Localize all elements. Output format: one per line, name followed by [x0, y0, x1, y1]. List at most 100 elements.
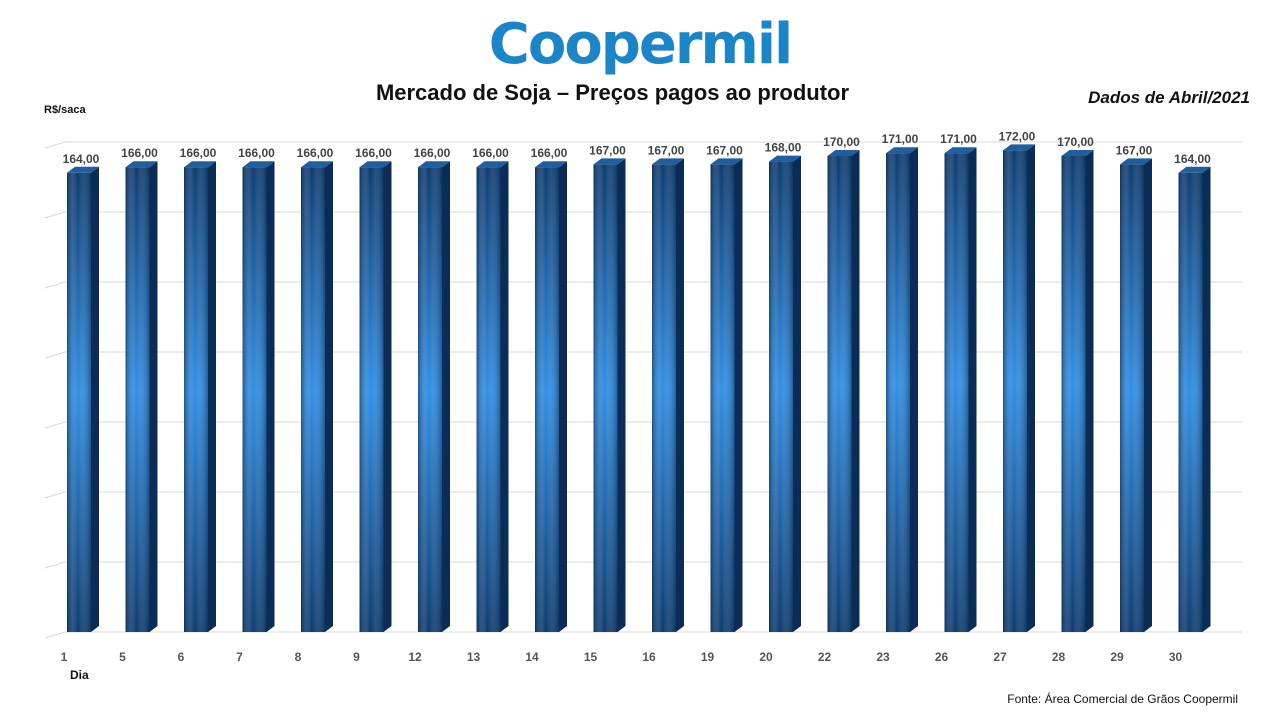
x-tick-label: 23 [876, 650, 890, 664]
value-labels: 164,00 166,00 166,00 166,00 166,00 166,00 166,… [63, 129, 1212, 165]
bar-side [676, 158, 684, 632]
bar-top [886, 147, 918, 154]
value-label: 167,00 [589, 143, 626, 157]
value-label: 171,00 [940, 132, 977, 146]
bar-side [91, 166, 99, 633]
value-label: 166,00 [180, 146, 217, 160]
bar-side [734, 158, 743, 632]
value-label: 166,00 [121, 146, 158, 160]
bar-shade [886, 153, 910, 632]
bar-top [710, 158, 743, 165]
bar-top [769, 155, 801, 162]
bar-top [827, 150, 860, 156]
bar-side [559, 161, 567, 632]
bar-shade [1061, 156, 1086, 632]
value-label: 166,00 [472, 146, 509, 160]
bar-top [418, 161, 450, 168]
source-note: Fonte: Área Comercial de Grãos Coopermil [1007, 692, 1238, 706]
bar-top [652, 158, 684, 165]
bar-top [1061, 150, 1094, 156]
grid-line-skew [44, 421, 66, 429]
bar-top [476, 161, 509, 168]
grid-line-skew [44, 351, 66, 359]
bar-top [1003, 144, 1035, 151]
x-tick-labels: 1 5 6 7 8 9 12 13 14 15 16 19 20 22 23 26 27 28 29 30 [61, 650, 1183, 664]
coopermil-logo: Coopermil [488, 12, 793, 77]
bar-top [944, 147, 977, 154]
bar-side [442, 161, 450, 632]
x-tick-label: 9 [353, 650, 360, 664]
grid-line-skew [44, 631, 66, 639]
x-tick-label: 28 [1052, 650, 1066, 664]
bar-side [617, 158, 626, 632]
bar-shade [67, 172, 91, 633]
value-label: 166,00 [238, 146, 275, 160]
bar-top [535, 161, 567, 168]
bar-shade [1120, 164, 1144, 632]
x-tick-label: 13 [467, 650, 481, 664]
value-label: 166,00 [531, 146, 568, 160]
bar-shade [125, 167, 150, 632]
bar-side [1202, 166, 1211, 633]
x-tick-label: 7 [236, 650, 243, 664]
value-label: 166,00 [355, 146, 392, 160]
value-label: 166,00 [414, 146, 451, 160]
bar-shade [418, 167, 442, 632]
chart-subtitle: Dados de Abril/2021 [1088, 88, 1250, 107]
bar-side [266, 161, 275, 632]
bar-side [500, 161, 509, 632]
x-tick-label: 8 [295, 650, 302, 664]
bar-shade [1178, 172, 1203, 633]
x-tick-label: 26 [935, 650, 949, 664]
bar-side [383, 161, 392, 632]
x-tick-label: 14 [525, 650, 539, 664]
x-tick-label: 20 [759, 650, 773, 664]
bar-side [793, 155, 801, 632]
grid-line-skew [44, 491, 66, 499]
value-label: 164,00 [63, 152, 100, 166]
bar-top [125, 161, 158, 168]
x-tick-label: 1 [61, 650, 68, 664]
bar-side [208, 161, 216, 632]
bar-top [359, 161, 392, 168]
grid-line-skew [44, 561, 66, 569]
x-tick-label: 6 [178, 650, 185, 664]
bar-shade [652, 164, 676, 632]
bar-side [1085, 150, 1094, 632]
grid-line-skew [44, 141, 66, 149]
value-label: 170,00 [1057, 135, 1094, 149]
x-tick-label: 5 [119, 650, 126, 664]
bar-side [1144, 158, 1152, 632]
bar-side [325, 161, 333, 632]
x-tick-label: 19 [701, 650, 715, 664]
bar-shade [535, 167, 559, 632]
bar-top [67, 166, 99, 173]
value-label: 166,00 [297, 146, 334, 160]
value-label: 171,00 [882, 132, 919, 146]
x-tick-label: 15 [584, 650, 598, 664]
bar-shade [944, 153, 969, 632]
value-label: 170,00 [823, 135, 860, 149]
bar-shade [359, 167, 384, 632]
bars [67, 144, 1211, 633]
bar-side [1027, 144, 1035, 632]
bar-top [184, 161, 216, 168]
bar-top [242, 161, 275, 168]
bar-side [149, 161, 158, 632]
bar-shade [1003, 150, 1027, 632]
bar-side [910, 147, 918, 632]
bar-shade [769, 161, 793, 632]
bar-shade [242, 167, 267, 632]
bar-shade [710, 164, 735, 632]
bar-side [968, 147, 977, 632]
bar-shade [593, 164, 618, 632]
x-tick-label: 29 [1110, 650, 1124, 664]
x-axis-label: Dia [70, 668, 89, 682]
bar-top [1120, 158, 1152, 165]
x-tick-label: 27 [993, 650, 1007, 664]
grid-line-skew [44, 281, 66, 289]
chart-title: Mercado de Soja – Preços pagos ao produt… [375, 80, 850, 105]
bar-shade [476, 167, 501, 632]
bar-shade [827, 156, 852, 632]
